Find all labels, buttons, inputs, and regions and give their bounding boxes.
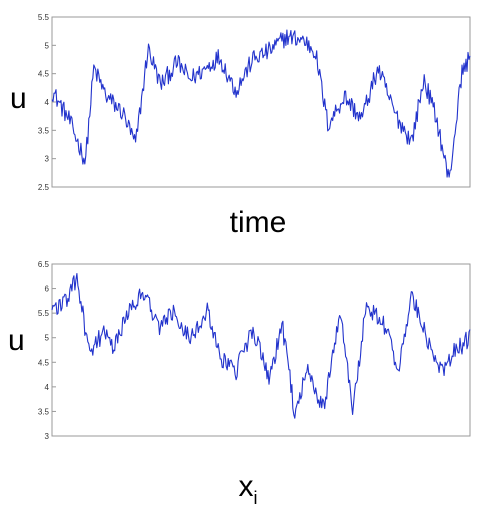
y-tick-label: 5: [45, 41, 50, 50]
y-tick-label: 4.5: [38, 70, 50, 79]
x-axis-label-bottom-subscript: i: [254, 488, 258, 508]
y-tick-label: 4.5: [38, 358, 50, 367]
y-ticks-bottom: 3 3.5 4 4.5 5 5.5 6 6.5: [38, 260, 56, 441]
series-line: [51, 273, 471, 419]
y-tick-label: 4: [45, 98, 50, 107]
x-axis-label-top: time: [230, 206, 287, 239]
x-axis-label-bottom: xi: [239, 470, 258, 508]
series-line: [51, 29, 471, 178]
y-tick-label: 4: [45, 383, 50, 392]
chart-top: 2.5 3 3.5 4 4.5 5 5.5 u time: [10, 13, 471, 239]
x-axis-label-bottom-main: x: [239, 470, 254, 503]
y-ticks-top: 2.5 3 3.5 4 4.5 5 5.5: [38, 13, 56, 192]
y-axis-label-bottom: u: [8, 324, 25, 357]
y-tick-label: 5.5: [38, 13, 50, 22]
y-tick-label: 3: [45, 432, 50, 441]
y-tick-label: 5.5: [38, 309, 50, 318]
y-tick-label: 3.5: [38, 407, 50, 416]
y-tick-label: 3.5: [38, 126, 50, 135]
y-axis-label-top: u: [10, 82, 27, 115]
y-tick-label: 5: [45, 334, 50, 343]
series-top: [51, 29, 471, 178]
plot-frame-top: [51, 16, 471, 188]
y-tick-label: 6: [45, 285, 50, 294]
plot-frame-bottom: [51, 263, 471, 437]
chart-bottom: 3 3.5 4 4.5 5 5.5 6 6.5 u xi: [8, 260, 471, 508]
y-tick-label: 2.5: [38, 183, 50, 192]
y-tick-label: 6.5: [38, 260, 50, 269]
series-bottom: [51, 273, 471, 419]
y-tick-label: 3: [45, 155, 50, 164]
